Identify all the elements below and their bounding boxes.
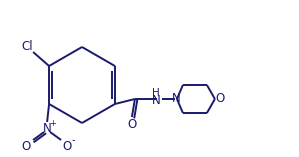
Text: +: +: [50, 119, 57, 128]
Text: O: O: [127, 119, 137, 132]
Text: O: O: [22, 140, 31, 152]
Text: O: O: [62, 140, 72, 152]
Text: N: N: [152, 94, 160, 106]
Text: N: N: [43, 122, 51, 135]
Text: Cl: Cl: [21, 41, 33, 54]
Text: N: N: [172, 92, 180, 106]
Text: -: -: [71, 135, 75, 145]
Text: O: O: [215, 92, 225, 106]
Text: H: H: [152, 88, 160, 98]
